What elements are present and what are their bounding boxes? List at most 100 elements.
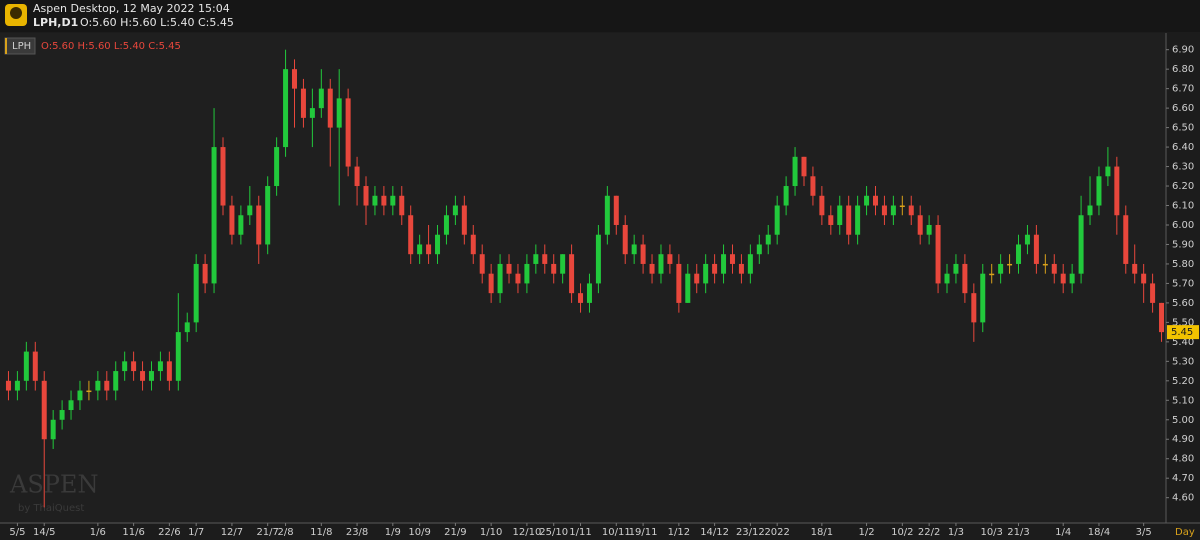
last-price-tag [1167, 325, 1199, 340]
y-tick-label: 4.60 [1172, 493, 1194, 504]
y-tick-label: 6.90 [1172, 45, 1194, 56]
x-tick-label: 2/8 [278, 527, 294, 538]
candle-body [292, 69, 297, 89]
y-tick-label: 5.60 [1172, 298, 1194, 309]
x-tick-label: 12/7 [221, 527, 243, 538]
x-tick-label: 21/3 [1007, 527, 1029, 538]
candle-body [443, 215, 449, 235]
candle-body [703, 263, 709, 284]
y-tick-label: 6.40 [1172, 142, 1194, 153]
candle-body [926, 224, 932, 235]
y-tick-label: 5.20 [1172, 376, 1194, 387]
candle-body [971, 293, 977, 323]
candle-body [1114, 166, 1120, 216]
candle-body [864, 195, 870, 206]
candle-body [247, 205, 253, 216]
candle-body [1096, 176, 1102, 206]
y-tick-label: 4.70 [1172, 473, 1194, 484]
legend-symbol: LPH [12, 41, 31, 52]
candle-body [586, 283, 592, 303]
candle-body [1105, 166, 1111, 177]
candle-body [1033, 234, 1039, 264]
x-tick-label: 1/3 [948, 527, 964, 538]
x-tick-label: 10/2 [891, 527, 913, 538]
y-tick-label: 4.90 [1172, 434, 1194, 445]
candle-body [497, 263, 503, 294]
candle-body [980, 273, 986, 323]
y-tick-label: 5.10 [1172, 395, 1194, 406]
candle-body [837, 205, 843, 225]
candle-body [381, 195, 387, 206]
x-tick-label: 11/6 [122, 527, 144, 538]
candle-body [50, 419, 56, 440]
candle-body [908, 205, 914, 216]
y-tick-label: 6.80 [1172, 64, 1194, 75]
x-tick-label: 1/11 [569, 527, 591, 538]
y-tick-label: 5.40 [1172, 337, 1194, 348]
x-tick-label: 23/12 [736, 527, 765, 538]
candle-body [560, 254, 566, 274]
candle-body [202, 263, 208, 284]
x-tick-label: 25/10 [539, 527, 568, 538]
candle-body [890, 205, 896, 216]
candle-body [873, 195, 878, 206]
candle-body [68, 400, 74, 411]
candle-body [95, 380, 101, 391]
plot-area [0, 33, 1166, 523]
candle-body [810, 176, 816, 196]
x-tick-label: 22/6 [158, 527, 180, 538]
candle-body [23, 351, 29, 381]
candle-body [1051, 263, 1057, 274]
candle-body [14, 380, 20, 391]
candle-body [283, 69, 289, 148]
candle-body [220, 147, 226, 206]
candle-body [729, 254, 735, 264]
candle-body [801, 156, 807, 177]
candle-body [738, 263, 744, 274]
candle-body [426, 244, 432, 255]
candle-body [122, 361, 128, 372]
candle-body [756, 244, 762, 255]
candle-body [1078, 215, 1084, 274]
candle-body [998, 263, 1004, 274]
candle-body [32, 351, 38, 381]
candle-body [846, 205, 852, 235]
watermark-by: by ThaiQuest [18, 503, 84, 514]
app-icon-glyph [10, 7, 22, 19]
candle-body [935, 224, 941, 284]
x-tick-label: 1/9 [385, 527, 401, 538]
candle-body [944, 273, 950, 284]
y-tick-label: 6.70 [1172, 84, 1194, 95]
candle-body [327, 88, 333, 128]
candle-body [694, 273, 700, 284]
y-tick-label: 5.50 [1172, 317, 1194, 328]
candle-body [274, 147, 280, 187]
x-tick-label: 21/9 [444, 527, 466, 538]
candle-body [1024, 234, 1030, 245]
y-tick-label: 5.00 [1172, 415, 1194, 426]
candle-body [131, 361, 137, 372]
x-tick-label: 1/6 [90, 527, 106, 538]
candle-body [1060, 273, 1066, 284]
y-tick-label: 5.90 [1172, 239, 1194, 250]
candle-body [551, 263, 557, 274]
candle-body [399, 195, 405, 216]
candle-body [774, 205, 780, 235]
candle-body [989, 273, 995, 276]
x-tick-label: 1/4 [1055, 527, 1071, 538]
candle-body [461, 205, 467, 235]
candle-body [819, 195, 825, 216]
legend-ohlc: O:5.60 H:5.60 L:5.40 C:5.45 [41, 41, 181, 52]
candle-body [828, 215, 834, 225]
candle-body [917, 215, 923, 235]
candle-body [1150, 283, 1156, 303]
candle-body [229, 205, 235, 235]
timeframe-label[interactable]: Day [1175, 527, 1195, 538]
candle-body [622, 224, 628, 255]
x-tick-label: 10/9 [408, 527, 430, 538]
candle-body [238, 215, 244, 235]
candle-body [417, 244, 423, 255]
candle-body [667, 254, 673, 264]
candle-body [953, 263, 959, 274]
